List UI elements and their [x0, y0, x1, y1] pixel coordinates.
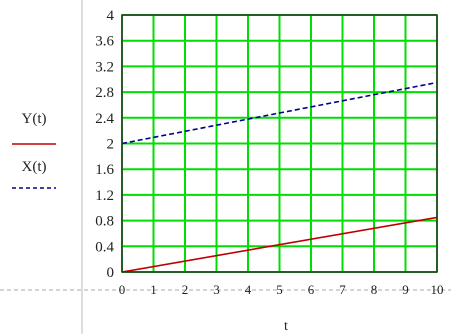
series-line-1: [121, 81, 438, 145]
y-tick-label-6: 2.4: [95, 111, 114, 127]
y-tick-label-1: 0.4: [95, 239, 114, 255]
plot-frame: [121, 14, 438, 273]
series-line-0: [121, 216, 438, 273]
x-tick-label-0: 0: [119, 282, 126, 297]
x-tick-label-5: 5: [276, 282, 283, 297]
x-tick-label-8: 8: [371, 282, 378, 297]
legend-label-x: X(t): [22, 159, 47, 175]
y-tick-label-5: 2: [107, 137, 115, 153]
legend: Y(t) X(t): [12, 111, 56, 189]
y-tick-labels: 0 0.4 0.8 1.2 1.6 2 2.4 2.8 3.2 3.6 4: [95, 8, 114, 281]
y-tick-label-3: 1.2: [95, 188, 114, 204]
x-tick-label-6: 6: [308, 282, 315, 297]
y-tick-label-8: 3.2: [95, 59, 114, 75]
y-tick-label-2: 0.8: [95, 214, 114, 230]
x-tick-label-3: 3: [213, 282, 220, 297]
x-axis-title: t: [284, 319, 288, 334]
x-tick-label-10: 10: [431, 282, 444, 297]
x-tick-label-1: 1: [150, 282, 157, 297]
y-tick-label-10: 4: [107, 8, 115, 24]
x-tick-label-9: 9: [402, 282, 409, 297]
y-tick-label-9: 3.6: [95, 34, 114, 50]
y-tick-label-0: 0: [107, 265, 115, 281]
x-tick-label-2: 2: [182, 282, 189, 297]
x-tick-label-7: 7: [339, 282, 346, 297]
y-tick-label-4: 1.6: [95, 162, 114, 178]
y-tick-label-7: 2.8: [95, 85, 114, 101]
series-layer: [121, 81, 438, 273]
grid: [121, 14, 438, 273]
x-tick-label-4: 4: [245, 282, 252, 297]
legend-label-y: Y(t): [22, 111, 47, 127]
x-tick-labels: 0 1 2 3 4 5 6 7 8 9 10: [119, 282, 444, 297]
